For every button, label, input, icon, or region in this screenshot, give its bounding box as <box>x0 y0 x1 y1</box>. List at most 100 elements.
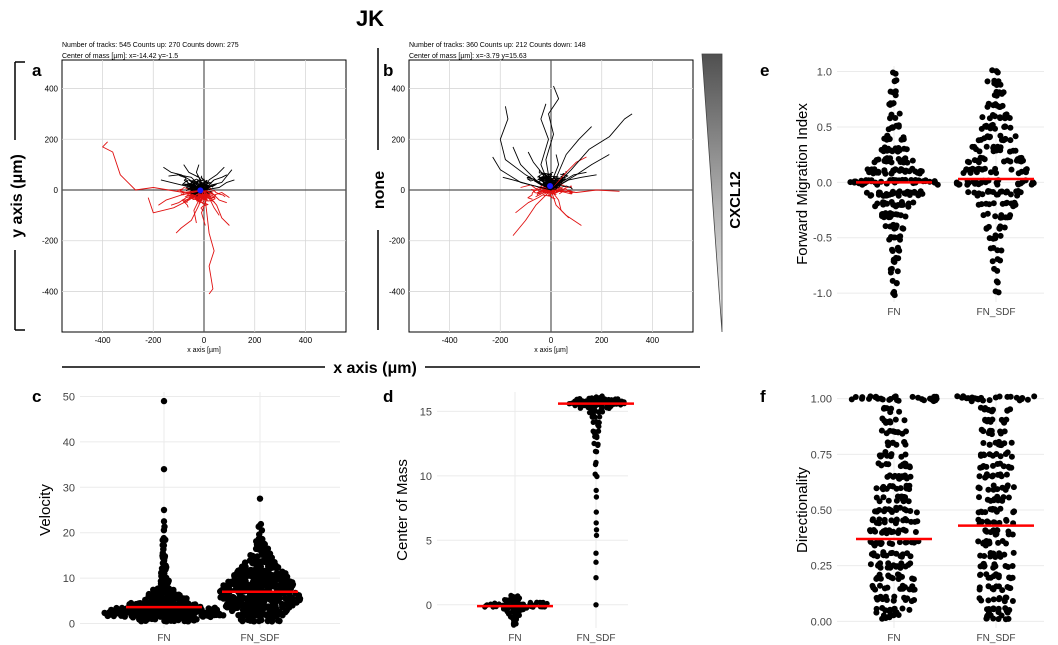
data-point <box>1004 482 1011 489</box>
data-point <box>266 550 274 557</box>
data-point <box>986 451 993 458</box>
data-point <box>993 179 1000 186</box>
data-point <box>998 90 1005 97</box>
data-point-outlier <box>160 465 168 473</box>
data-point <box>1023 166 1029 173</box>
y-tick-label: 50 <box>63 392 75 404</box>
data-point <box>990 189 997 195</box>
data-point <box>886 136 893 142</box>
track-counts-up <box>163 166 205 191</box>
y-tick-label: 200 <box>45 135 59 144</box>
data-point <box>982 542 989 549</box>
panel-letter-a: a <box>32 61 42 80</box>
data-point <box>878 146 885 153</box>
row-label: none <box>371 171 388 209</box>
data-point <box>1005 615 1012 622</box>
data-point <box>889 439 896 446</box>
data-point <box>889 541 896 547</box>
track-counts-up <box>540 103 552 191</box>
data-point <box>967 169 974 176</box>
data-point <box>1001 428 1008 435</box>
data-point <box>977 571 984 578</box>
data-point <box>965 189 972 196</box>
x-tick-label: FN <box>887 633 900 644</box>
data-point <box>883 461 890 467</box>
data-point <box>1003 471 1010 478</box>
data-point <box>272 562 279 569</box>
data-point <box>1007 191 1014 198</box>
data-point <box>867 539 874 545</box>
data-point <box>986 428 993 435</box>
data-point <box>895 612 902 618</box>
data-point <box>889 549 896 556</box>
y-tick-label: -1.0 <box>813 288 832 300</box>
data-point <box>905 498 912 505</box>
y-axis-label: Directionality <box>794 467 811 553</box>
panel-letter-b: b <box>383 61 393 80</box>
data-point <box>883 485 890 492</box>
data-point <box>595 441 601 447</box>
data-point <box>875 156 882 163</box>
track-counts-up <box>203 169 233 191</box>
data-point <box>1031 393 1038 400</box>
data-point <box>593 532 600 539</box>
data-point <box>931 179 938 186</box>
data-point <box>220 612 227 619</box>
data-point <box>986 397 993 404</box>
data-point <box>999 538 1006 544</box>
data-point <box>1009 598 1016 604</box>
data-point-outlier <box>160 506 168 514</box>
data-point <box>893 563 900 570</box>
data-point <box>1013 188 1020 195</box>
y-axis-label: Velocity <box>37 484 54 536</box>
data-point <box>887 606 893 613</box>
data-point <box>975 201 982 208</box>
x-tick-label: 400 <box>646 336 660 345</box>
data-point <box>891 428 898 435</box>
data-point <box>1010 484 1017 491</box>
data-point <box>882 614 889 621</box>
data-point <box>249 552 256 560</box>
y-tick-label: 5 <box>426 535 432 547</box>
gradient-label: CXCL12 <box>727 171 744 229</box>
data-point <box>1006 574 1013 581</box>
track-counts-up <box>512 146 552 191</box>
data-point <box>903 517 910 524</box>
data-point <box>1005 463 1012 470</box>
track-counts-up <box>203 179 235 191</box>
data-point <box>993 451 1000 457</box>
data-point <box>988 407 994 414</box>
data-point <box>987 550 994 556</box>
data-point <box>900 225 907 232</box>
data-point <box>241 559 249 566</box>
data-point <box>893 280 900 286</box>
data-point <box>928 396 935 403</box>
y-tick-label: 400 <box>45 85 59 94</box>
data-point <box>247 617 254 624</box>
data-point <box>881 404 888 411</box>
data-point <box>859 395 865 402</box>
data-point <box>990 564 997 571</box>
y-tick-label: -200 <box>42 237 59 246</box>
data-point <box>992 101 999 108</box>
data-point <box>987 612 994 619</box>
data-point <box>983 463 990 470</box>
data-point <box>875 189 882 196</box>
data-point <box>888 574 895 581</box>
data-point <box>593 509 599 515</box>
y-tick-label: 1.0 <box>817 67 832 79</box>
data-point <box>997 428 1004 435</box>
data-point <box>875 460 882 467</box>
data-point <box>981 165 988 172</box>
y-tick-label: 20 <box>63 528 75 540</box>
data-point <box>980 440 987 446</box>
data-point <box>258 558 265 565</box>
data-point <box>983 143 990 150</box>
data-point <box>112 607 120 614</box>
data-point-outlier <box>593 575 599 581</box>
data-point <box>986 201 993 208</box>
data-point <box>968 398 975 405</box>
data-point <box>975 484 982 491</box>
data-point <box>1000 463 1007 470</box>
data-point <box>879 396 886 403</box>
